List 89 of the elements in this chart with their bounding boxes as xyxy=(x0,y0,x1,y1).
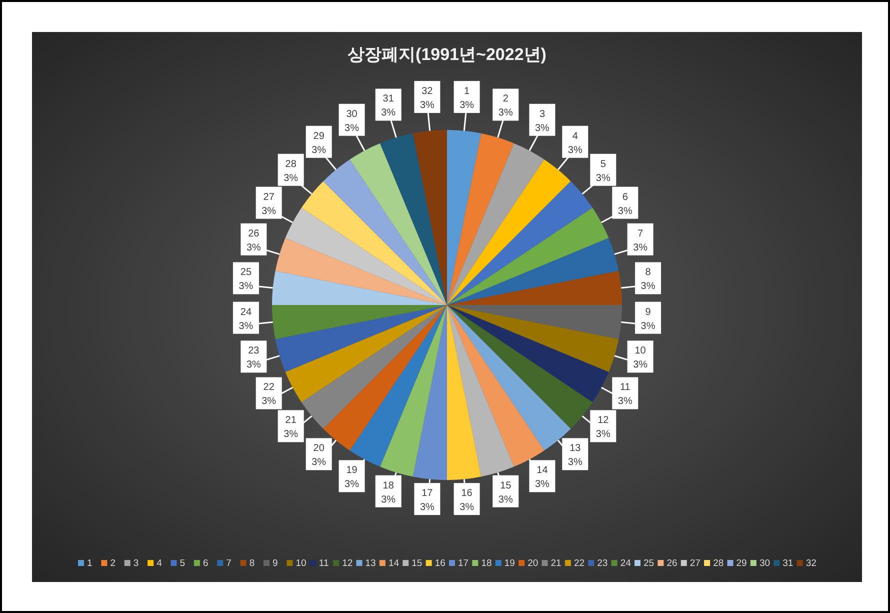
data-label: 3% xyxy=(640,281,656,292)
data-label: 3% xyxy=(262,396,276,408)
slice-label: 31 xyxy=(382,94,394,105)
slice-label: 2 xyxy=(502,94,509,105)
legend-label: 12 xyxy=(342,558,353,569)
data-label: 3% xyxy=(498,108,513,119)
legend-label: 21 xyxy=(550,558,562,569)
legend-label: 30 xyxy=(759,558,770,569)
data-label: 3% xyxy=(640,320,656,332)
slice-label: 9 xyxy=(645,306,652,318)
legend-label: 32 xyxy=(806,558,816,569)
legend-label: 24 xyxy=(620,558,631,569)
legend-label: 16 xyxy=(434,558,446,569)
slice-label: 6 xyxy=(622,192,628,203)
legend-label: 26 xyxy=(666,558,678,569)
data-label: 3% xyxy=(420,502,435,514)
data-label: 3% xyxy=(534,122,550,134)
slice-label: 4 xyxy=(572,130,578,142)
legend-label: 25 xyxy=(644,558,654,569)
slice-label: 5 xyxy=(600,158,606,170)
legend-label: 15 xyxy=(412,558,422,569)
slice-label: 10 xyxy=(634,346,646,357)
data-label: 3% xyxy=(312,144,326,156)
legend-label: 11 xyxy=(318,558,329,569)
slice-label: 27 xyxy=(263,192,275,203)
slice-label: 29 xyxy=(313,130,325,142)
legend-label: 10 xyxy=(296,558,306,569)
slice-label: 26 xyxy=(248,228,260,240)
legend-label: 23 xyxy=(597,558,608,569)
slice-label: 23 xyxy=(248,346,260,357)
slice-label: 28 xyxy=(285,158,297,170)
data-label: 3% xyxy=(568,457,582,468)
slice-label: 32 xyxy=(422,86,434,97)
legend-label: 18 xyxy=(481,558,492,569)
legend-label: 28 xyxy=(713,558,724,569)
legend-label: 3 xyxy=(133,558,139,569)
slice-label: 19 xyxy=(346,465,358,476)
slice-label: 25 xyxy=(240,267,252,278)
data-label: 3% xyxy=(618,206,632,217)
slice-label: 11 xyxy=(620,382,631,394)
data-label: 3% xyxy=(381,494,396,506)
slice-label: 22 xyxy=(263,382,275,394)
data-label: 3% xyxy=(534,479,550,490)
data-label: 3% xyxy=(420,100,435,111)
legend-label: 7 xyxy=(226,558,232,569)
slice-label: 14 xyxy=(536,465,548,476)
data-label: 3% xyxy=(460,100,474,111)
legend-label: 2 xyxy=(110,558,116,569)
slice-label: 24 xyxy=(240,306,252,318)
legend-label: 29 xyxy=(736,558,747,569)
legend-label: 5 xyxy=(180,558,186,569)
data-label: 3% xyxy=(344,122,360,134)
data-label: 3% xyxy=(312,457,326,468)
legend-label: 6 xyxy=(202,558,208,569)
data-label: 3% xyxy=(246,242,262,254)
data-label: 3% xyxy=(460,502,474,514)
legend-label: 20 xyxy=(528,558,538,569)
data-label: 3% xyxy=(381,108,396,119)
slice-label: 8 xyxy=(645,267,652,278)
legend-label: 4 xyxy=(156,558,162,569)
data-label: 3% xyxy=(284,429,298,440)
data-label: 3% xyxy=(596,172,610,184)
data-label: 3% xyxy=(568,144,582,156)
legend-label: 8 xyxy=(249,558,255,569)
legend-label: 22 xyxy=(574,558,585,569)
data-label: 3% xyxy=(633,360,648,371)
legend-label: 14 xyxy=(388,558,400,569)
data-label: 3% xyxy=(262,206,276,217)
data-label: 3% xyxy=(238,281,254,292)
legend-label: 17 xyxy=(458,558,469,569)
data-label: 3% xyxy=(633,242,648,254)
data-label: 3% xyxy=(618,396,632,408)
legend-label: 31 xyxy=(782,558,794,569)
data-label: 3% xyxy=(498,494,513,506)
legend-label: 27 xyxy=(690,558,700,569)
slice-label: 3 xyxy=(539,108,546,120)
legend-label: 1 xyxy=(87,558,92,569)
legend-label: 9 xyxy=(272,558,278,569)
legend-label: 19 xyxy=(504,558,515,569)
data-label: 3% xyxy=(238,320,254,332)
chart-title: 상장폐지(1991년~2022년) xyxy=(348,45,546,64)
data-label: 3% xyxy=(284,172,298,184)
data-label: 3% xyxy=(344,479,360,490)
data-label: 3% xyxy=(246,360,262,371)
data-label: 3% xyxy=(596,429,610,440)
slice-label: 1 xyxy=(464,86,470,97)
slice-label: 30 xyxy=(346,108,358,120)
legend-label: 13 xyxy=(365,558,376,569)
slice-label: 7 xyxy=(638,228,644,240)
